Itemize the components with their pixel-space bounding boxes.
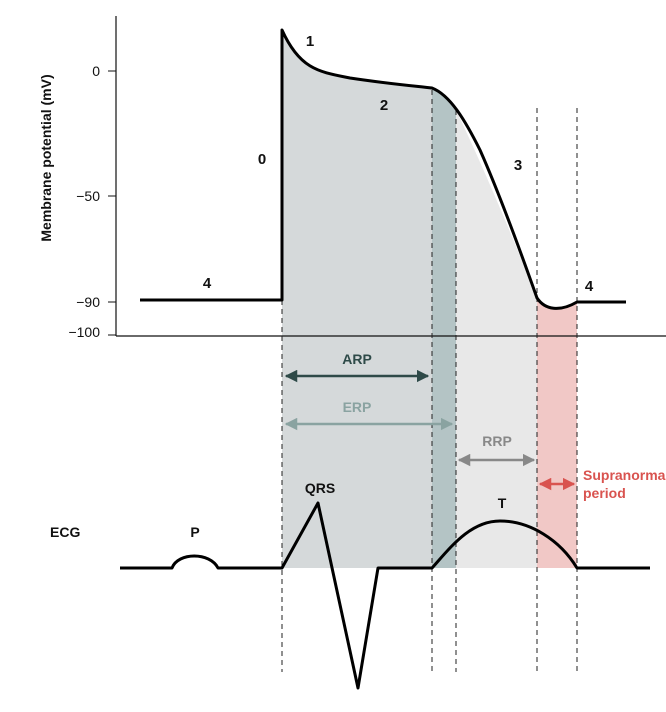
supranormal-label-line2: period bbox=[583, 485, 626, 501]
tick-label-0: 0 bbox=[92, 63, 100, 79]
ecg-t-label: T bbox=[498, 495, 507, 511]
supranormal-label-line1: Supranormal bbox=[583, 467, 666, 483]
phase-label-4-right: 4 bbox=[585, 278, 594, 295]
tick-label-minus100: −100 bbox=[68, 324, 100, 340]
phase-label-1: 1 bbox=[306, 33, 314, 50]
dashed-guides bbox=[281, 90, 578, 672]
phase-label-4-left: 4 bbox=[203, 275, 212, 292]
phase-label-2: 2 bbox=[380, 97, 388, 114]
rrp-label: RRP bbox=[482, 433, 512, 449]
tick-label-minus50: −50 bbox=[76, 188, 100, 204]
tick-label-minus90: −90 bbox=[76, 294, 100, 310]
arp-region bbox=[282, 30, 432, 568]
y-axis-label: Membrane potential (mV) bbox=[38, 74, 54, 241]
supranormal-region bbox=[537, 298, 577, 568]
ecg-p-label: P bbox=[190, 524, 199, 540]
ecg-qrs-label: QRS bbox=[305, 480, 335, 496]
erp-label: ERP bbox=[343, 399, 372, 415]
arp-label: ARP bbox=[342, 351, 372, 367]
erp-region bbox=[432, 88, 456, 568]
rrp-region bbox=[456, 110, 537, 568]
ecg-label: ECG bbox=[50, 524, 80, 540]
phase-label-0: 0 bbox=[258, 151, 266, 168]
ecg-trace bbox=[120, 501, 650, 690]
action-potential-curve bbox=[140, 28, 626, 310]
phase-label-3: 3 bbox=[514, 157, 522, 174]
